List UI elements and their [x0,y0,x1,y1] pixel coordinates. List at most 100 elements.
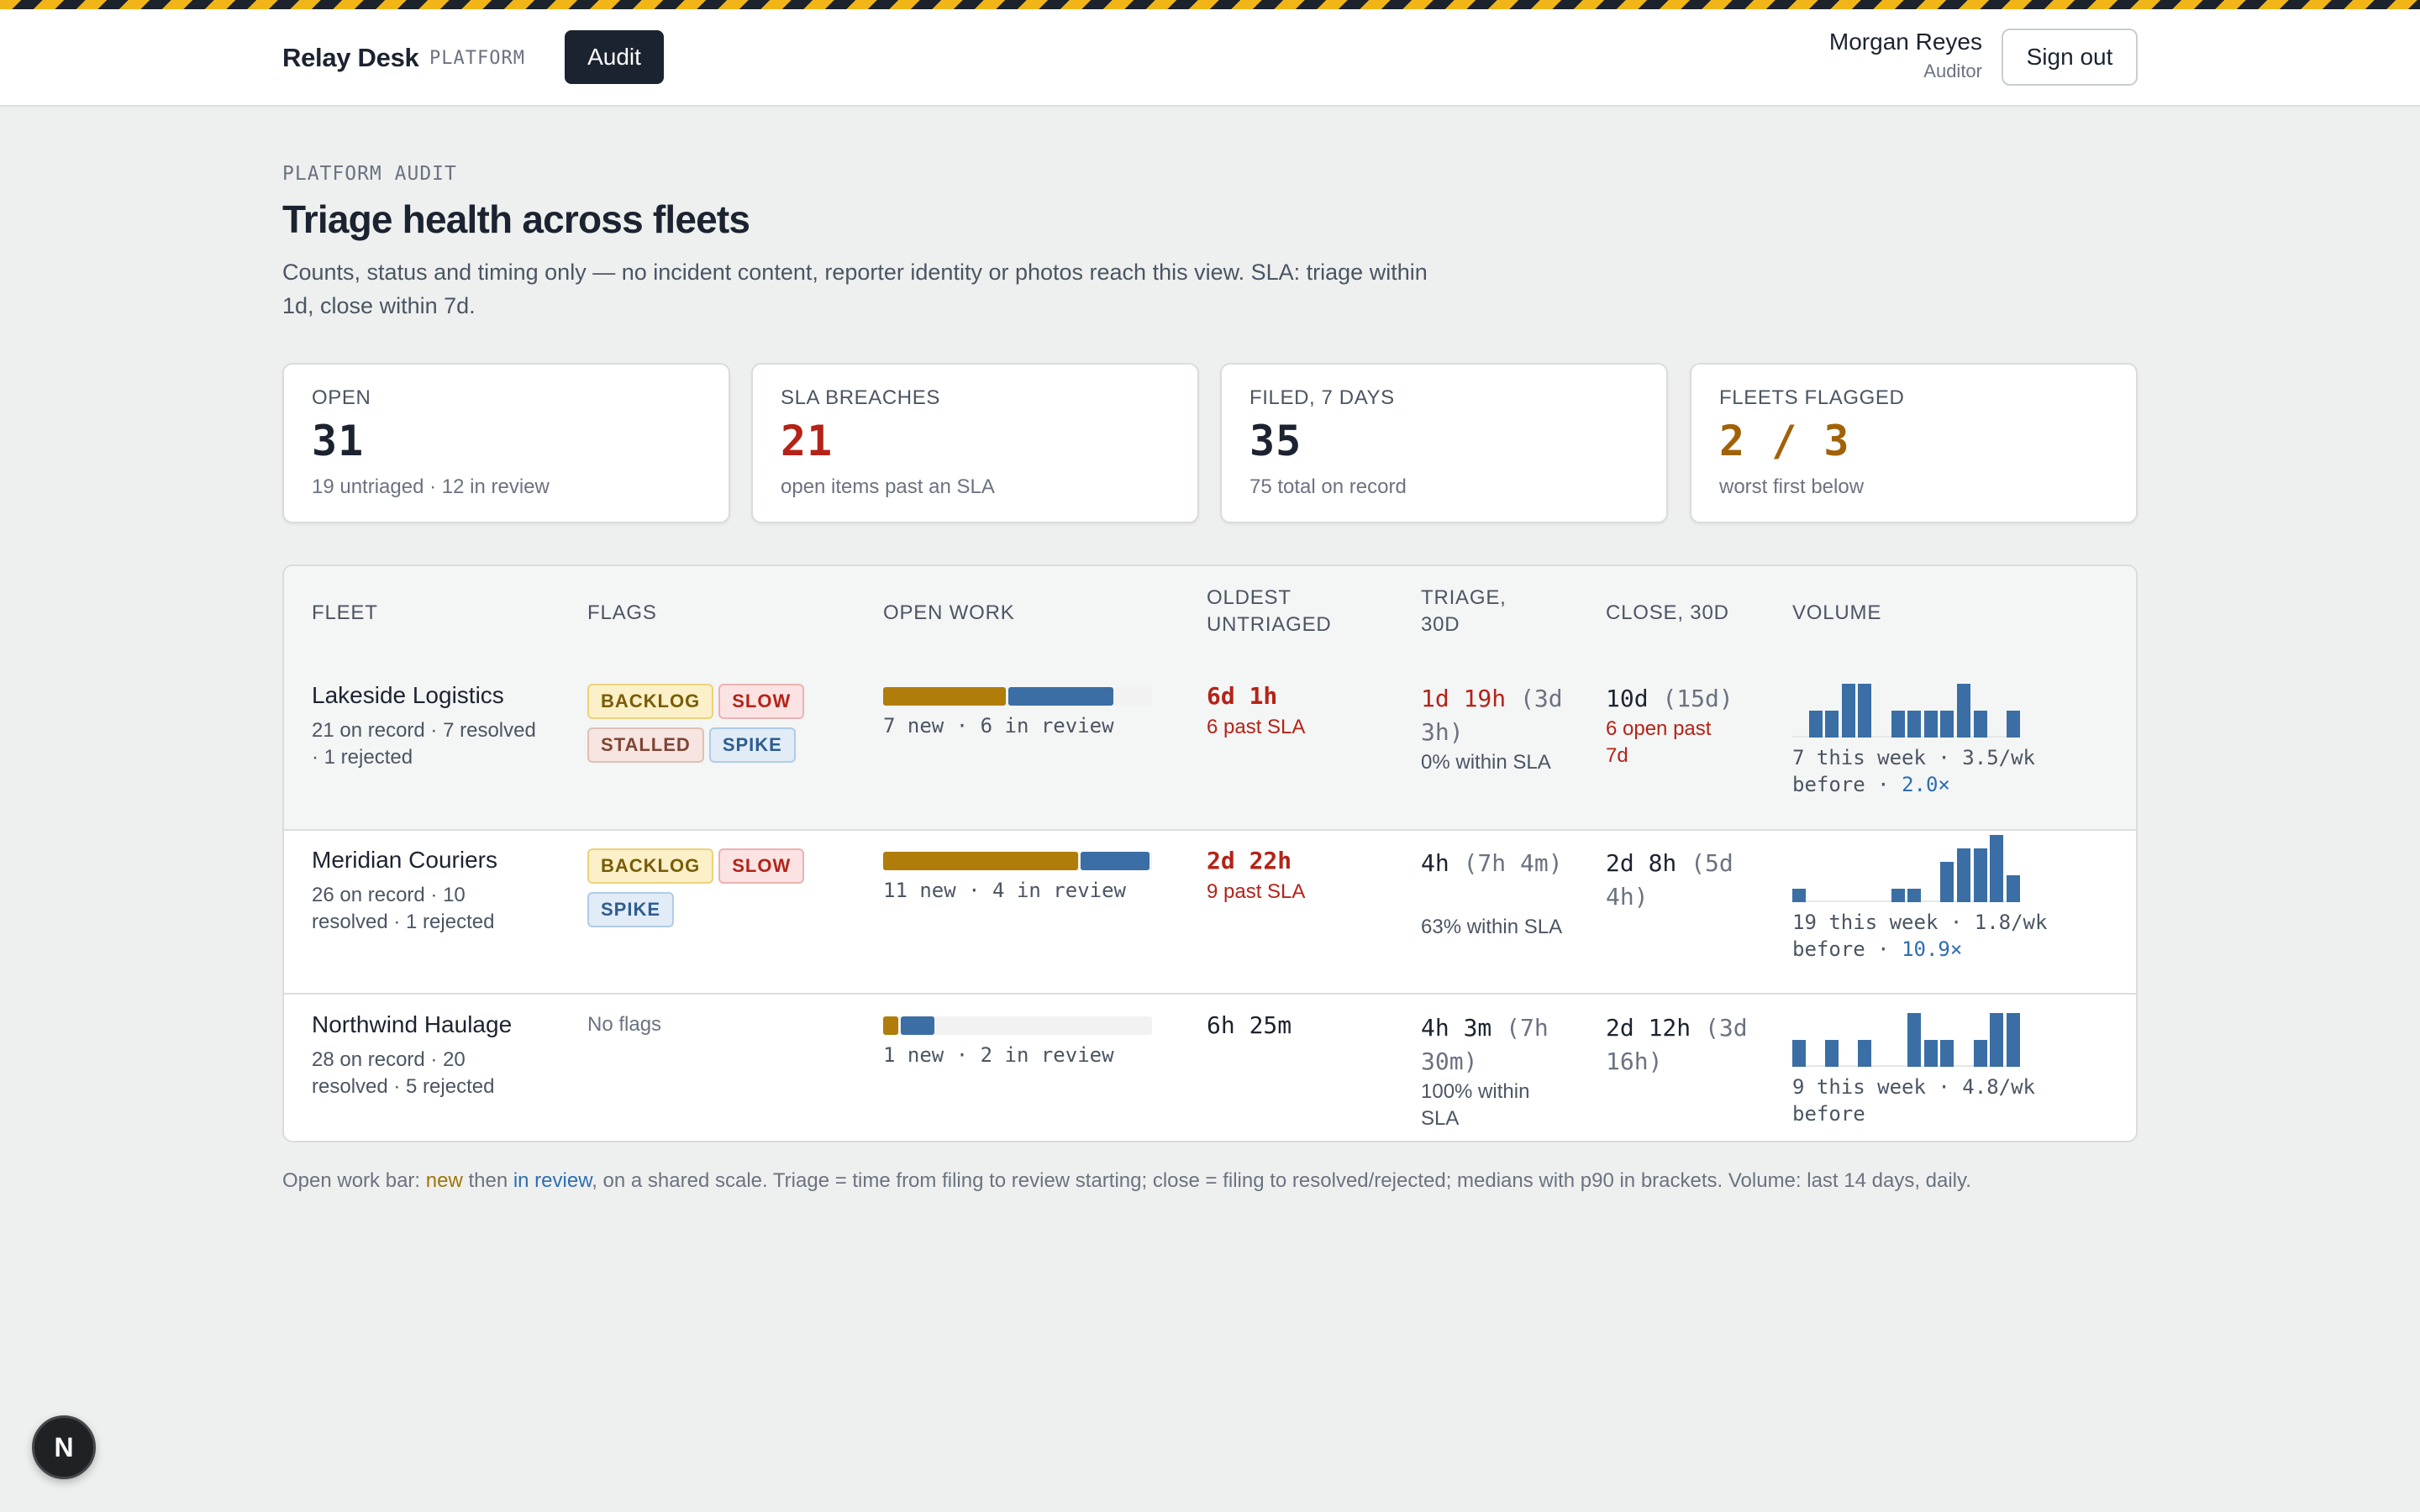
volume-day-bar [1990,835,2004,902]
col-triage: TRIAGE, 30D [1421,585,1507,638]
triage-median-value: 1d 19h [1421,685,1507,712]
close-median-value: 2d 12h [1606,1014,1691,1042]
volume-day-bar [2006,1013,2020,1067]
fleet-meta: 28 on record · 20 resolved · 5 rejected [312,1048,495,1098]
stat-sub: 75 total on record [1249,475,1407,498]
stat-value: 35 [1249,417,1302,465]
stat-label: OPEN [312,386,371,409]
volume-day-bar [1808,711,1823,738]
volume-sparkline [1792,835,2020,902]
volume-caption-text: 19 this week · 1.8/wk before [1792,911,2048,961]
sign-out-button[interactable]: Sign out [2002,29,2138,86]
flag-backlog: BACKLOG [587,684,714,719]
open-work-review-segment [1081,852,1150,870]
stat-label: FILED, 7 DAYS [1249,386,1395,409]
volume-caption: 7 this week · 3.5/wk before · 2.0× [1792,746,2035,796]
stat-value: 31 [312,417,365,465]
triage-median: 4h 3m (7h 30m) [1421,1011,1589,1079]
volume-caption-text: 9 this week · 4.8/wk before [1792,1075,2035,1126]
triage-p90: (7h 30m) [1421,1014,1549,1075]
footnote-new: new [425,1169,463,1192]
open-work-new-segment [883,1016,898,1035]
table-row[interactable]: Northwind Haulage 28 on record · 20 resol… [284,996,2136,1141]
flag-backlog: BACKLOG [587,848,714,884]
footnote-review: in review [513,1169,592,1192]
fleet-name[interactable]: Northwind Haulage [312,1011,513,1037]
footnote: Open work bar: new then in review, on a … [282,1169,1971,1193]
footnote-rest: , on a shared scale. Triage = time from … [592,1169,1971,1192]
col-volume: VOLUME [1792,601,1882,624]
stat-label: SLA BREACHES [781,386,940,409]
fleet-name[interactable]: Meridian Couriers [312,847,497,873]
triage-within-sla: 63% within SLA [1421,916,1563,938]
col-close: CLOSE, 30D [1606,601,1729,624]
oldest-past-sla: 6 past SLA [1207,716,1306,738]
col-flags: FLAGS [587,601,657,624]
stat-label: FLEETS FLAGGED [1719,386,1905,409]
close-p90: (15d) [1662,685,1733,712]
triage-median: 4h (7h 4m) [1421,847,1589,880]
col-fleet: FLEET [312,601,378,624]
flag-spike: SPIKE [587,892,675,927]
volume-day-bar [1973,848,1987,902]
col-oldest-line2: UNTRIAGED [1207,613,1332,636]
stat-card-filed: FILED, 7 DAYS 35 75 total on record [1220,363,1668,523]
oldest-untriaged: 2d 22h [1207,847,1292,874]
col-triage-line2: 30D [1421,613,1460,636]
col-oldest: OLDEST UNTRIAGED [1207,585,1332,638]
volume-caption-text: 7 this week · 3.5/wk before [1792,746,2035,796]
close-p90: (5d 4h) [1606,849,1733,911]
volume-day-bar [1841,684,1855,738]
page-eyebrow: PLATFORM AUDIT [282,163,457,185]
volume-day-bar [1957,848,1970,902]
open-work-bar [883,1016,1152,1035]
volume-sparkline [1792,682,2020,738]
fleet-table: FLEET FLAGS OPEN WORK OLDEST UNTRIAGED T… [282,564,2138,1142]
user-role: Auditor [1923,60,1982,81]
footnote-then: then [462,1169,513,1192]
volume-day-bar [1891,711,1905,738]
stat-card-open: OPEN 31 19 untriaged · 12 in review [282,363,730,523]
close-median: 10d (15d) [1606,682,1765,716]
fleet-name[interactable]: Lakeside Logistics [312,682,504,708]
col-triage-line1: TRIAGE, [1421,586,1507,609]
user-name: Morgan Reyes [1828,29,1982,55]
volume-day-bar [1940,711,1954,738]
stat-sub: worst first below [1719,475,1865,498]
stat-card-fleets-flagged: FLEETS FLAGGED 2 / 3 worst first below [1690,363,2138,523]
flag-slow: SLOW [718,684,805,719]
open-work-review-segment [901,1016,934,1035]
open-work-caption: 1 new · 2 in review [883,1043,1114,1067]
table-row[interactable]: Meridian Couriers 26 on record · 10 resol… [284,832,2136,995]
triage-median-value: 4h [1421,849,1449,877]
volume-day-bar [1923,1040,1938,1067]
open-work-new-segment [883,687,1006,706]
fleet-flags: No flags [587,1013,856,1037]
footnote-prefix: Open work bar: [282,1169,426,1192]
no-flags: No flags [587,1013,662,1036]
sparkline-baseline [1792,1065,2007,1067]
volume-day-bar [1923,711,1938,738]
volume-day-bar [1973,1040,1987,1067]
volume-day-bar [1940,1040,1954,1067]
volume-day-bar [1940,862,1954,902]
oldest-untriaged: 6d 1h [1207,682,1278,710]
volume-day-bar [1858,684,1872,738]
table-row[interactable]: Lakeside Logistics 21 on record · 7 resol… [284,667,2136,831]
nav-audit-button[interactable]: Audit [565,30,664,84]
close-median-value: 10d [1606,685,1649,712]
volume-ratio: 2.0× [1902,773,1950,796]
triage-within-sla: 0% within SLA [1421,751,1551,774]
flag-slow: SLOW [718,848,805,884]
volume-day-bar [1825,1040,1839,1067]
volume-day-bar [1792,889,1806,902]
volume-day-bar [1907,1013,1922,1067]
triage-median: 1d 19h (3d 3h) [1421,682,1589,749]
volume-day-bar [1792,1040,1806,1067]
open-work-review-segment [1008,687,1113,706]
brand-name: Relay Desk [282,43,419,72]
volume-caption: 19 this week · 1.8/wk before · 10.9× [1792,911,2048,961]
open-work-bar [883,687,1152,706]
open-work-bar [883,852,1152,870]
dev-tools-badge[interactable]: N [32,1415,96,1479]
